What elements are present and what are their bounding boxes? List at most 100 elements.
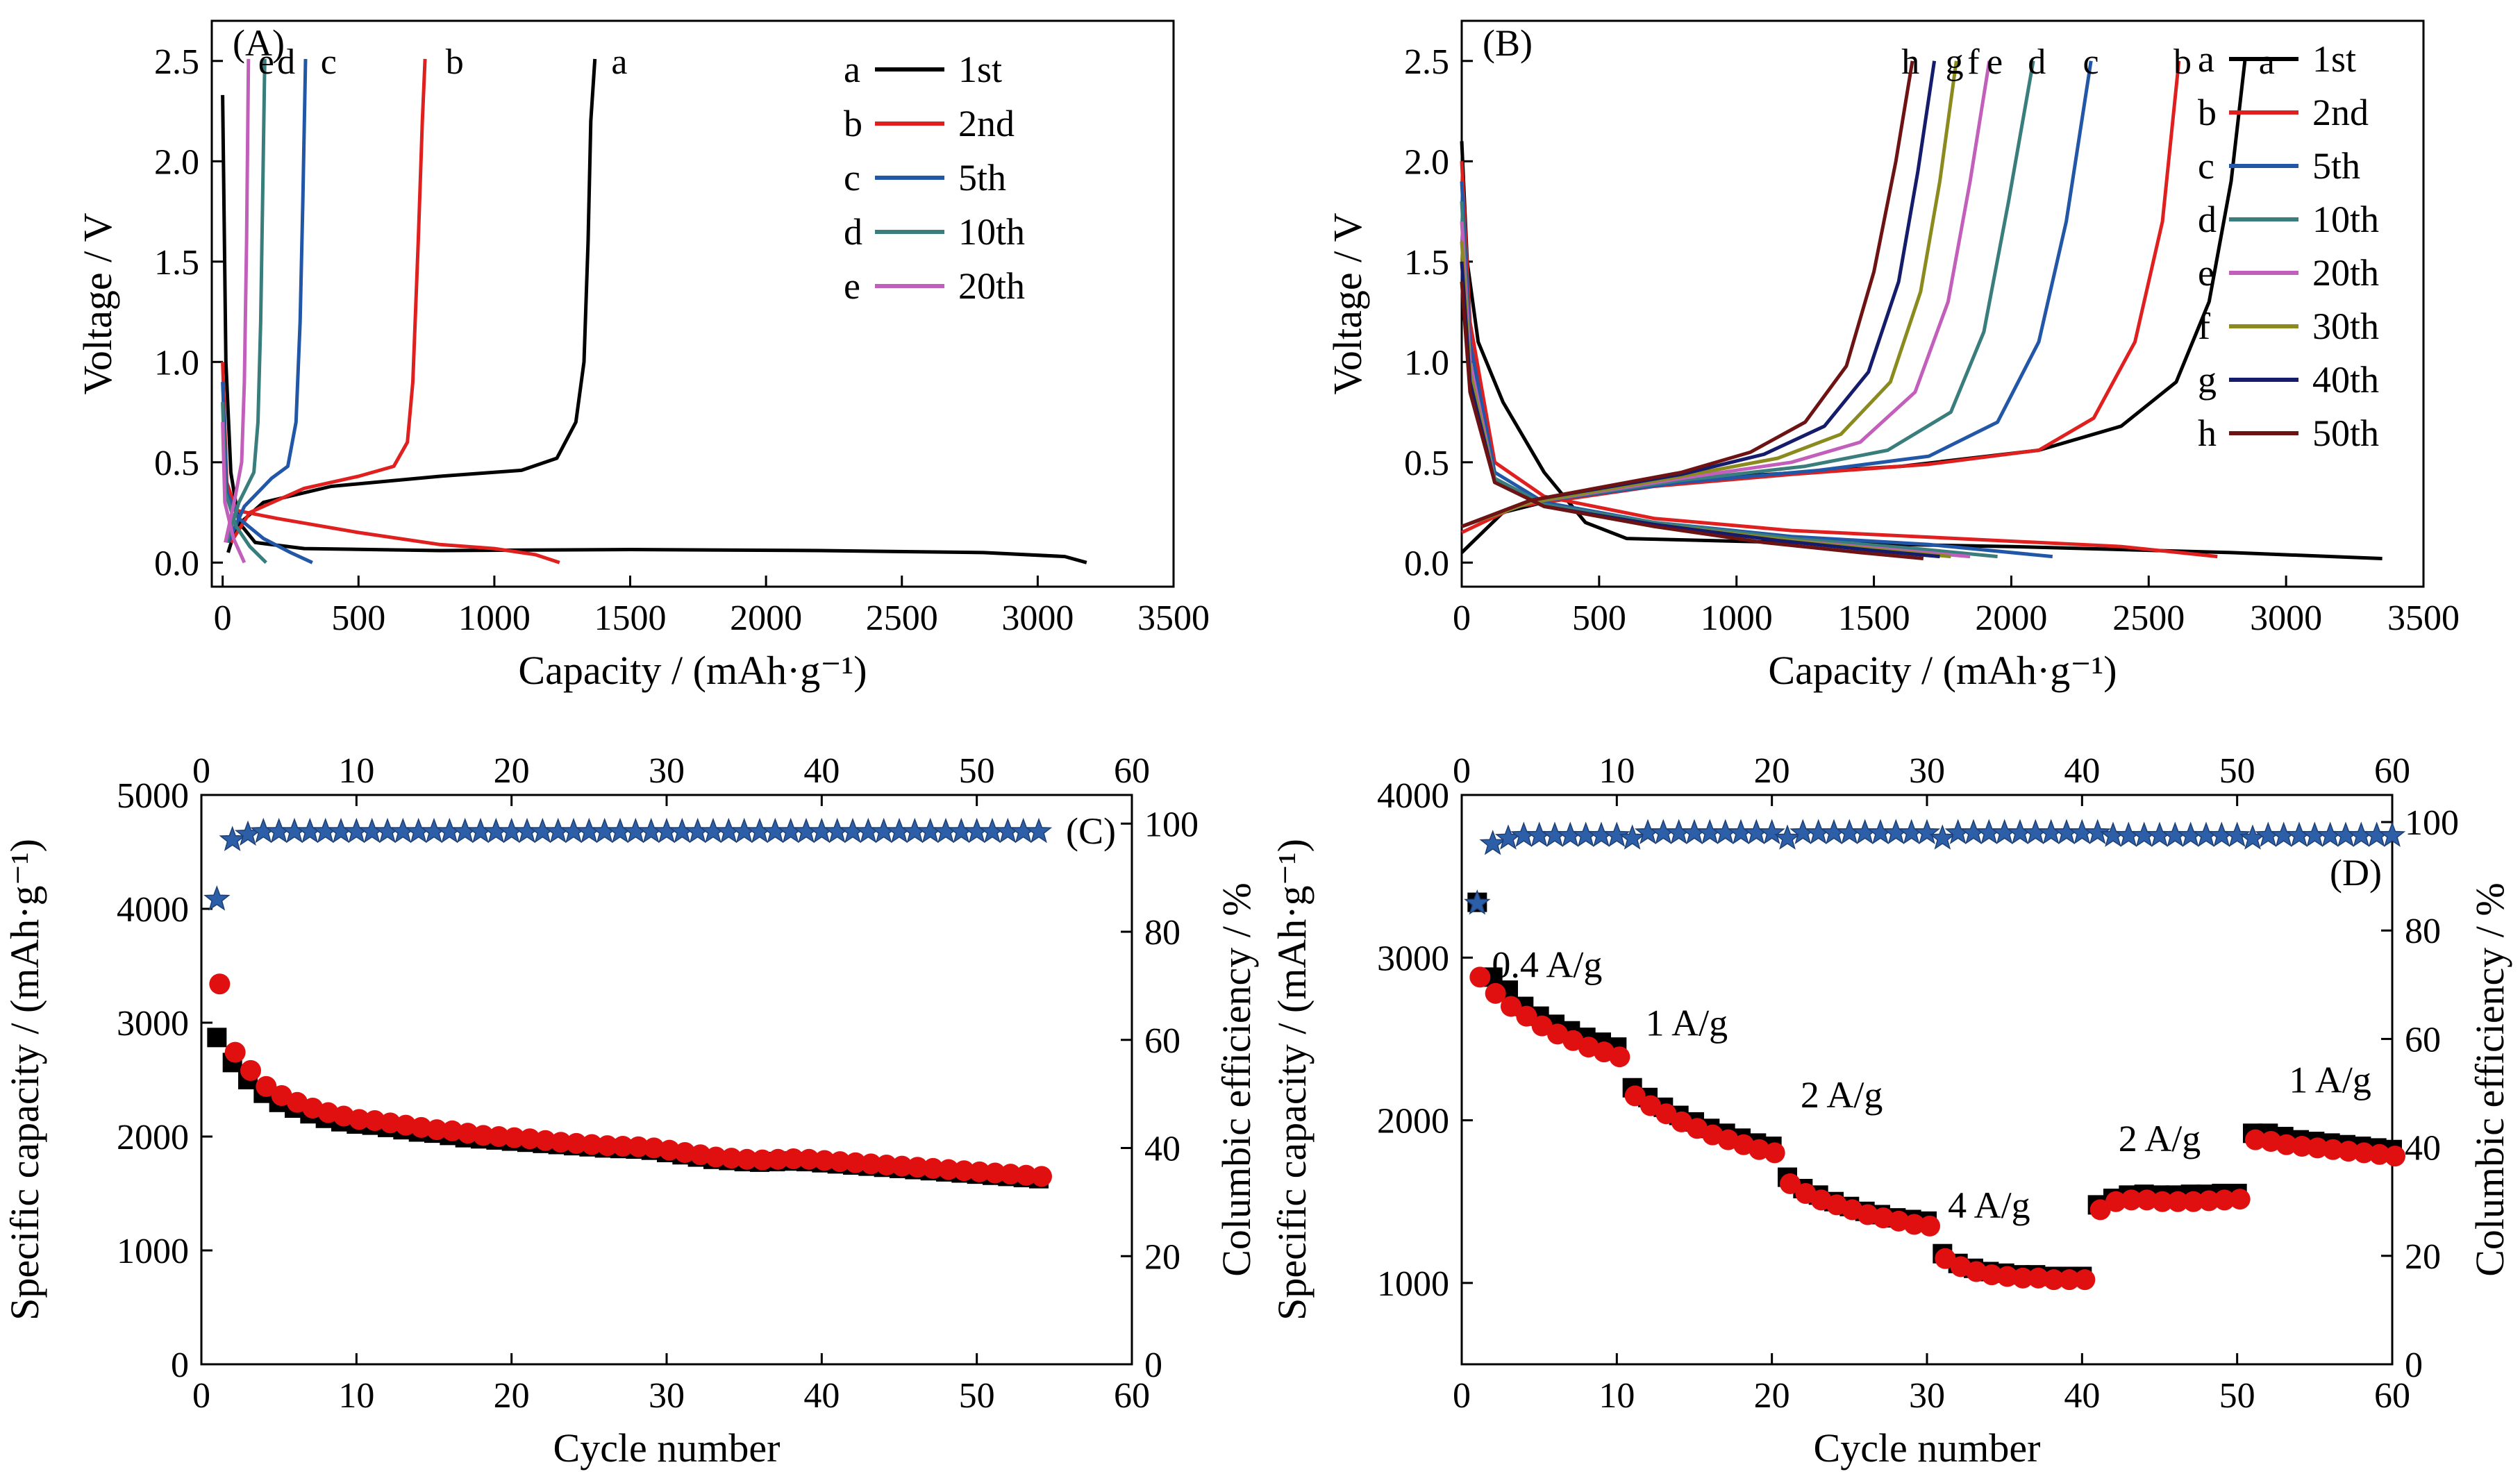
coulombic-efficiency-star <box>1603 821 1630 847</box>
x-top-tick-label: 10 <box>1599 751 1635 791</box>
discharge-capacity-marker <box>581 1134 603 1155</box>
discharge-capacity-marker <box>457 1123 478 1144</box>
legend-name: 50th <box>2312 412 2379 454</box>
y-tick-label: 0.5 <box>1404 444 1449 483</box>
discharge-capacity-marker <box>395 1114 417 1136</box>
x-top-tick-label: 0 <box>1453 751 1471 791</box>
rate-annotation: 2 A/g <box>1801 1074 1883 1116</box>
panel-label: (A) <box>233 22 285 64</box>
x-tick-label: 40 <box>803 1376 840 1416</box>
coulombic-efficiency-star <box>2084 819 2111 844</box>
y-tick-label: 5000 <box>117 776 189 816</box>
y-axis-label: Specific capacity / (mAh·g⁻¹) <box>1269 839 1315 1321</box>
discharge-capacity-marker <box>1873 1207 1894 1229</box>
panel-label: (D) <box>2330 852 2382 894</box>
series-f-charge-curve <box>1461 60 1958 528</box>
discharge-capacity-marker <box>612 1135 633 1157</box>
discharge-capacity-marker <box>1609 1046 1630 1068</box>
discharge-capacity-marker <box>2059 1269 2080 1291</box>
discharge-capacity-marker <box>317 1102 339 1123</box>
discharge-capacity-marker <box>1000 1164 1021 1185</box>
x-tick-label: 10 <box>338 1376 374 1416</box>
legend-name: 40th <box>2312 359 2379 401</box>
x-tick-label: 2500 <box>2112 598 2185 638</box>
coulombic-efficiency-star <box>2378 821 2406 847</box>
y-tick-label: 3000 <box>1377 939 1449 978</box>
discharge-capacity-marker <box>2012 1267 2033 1289</box>
x-tick-label: 2500 <box>866 598 938 638</box>
discharge-capacity-marker <box>1981 1264 2003 1286</box>
x-tick-label: 1000 <box>1701 598 1773 638</box>
panel-c: 0010102020303040405050606001000200030004… <box>2 751 1259 1471</box>
y2-tick-label: 60 <box>2405 1020 2441 1059</box>
coulombic-efficiency-star <box>1913 819 1941 844</box>
x-tick-label: 50 <box>2219 1376 2255 1416</box>
coulombic-efficiency-star <box>219 826 246 851</box>
discharge-capacity-marker <box>2214 1189 2235 1211</box>
x-tick-label: 10 <box>1599 1376 1635 1416</box>
discharge-capacity-marker <box>550 1132 571 1153</box>
series-b-charge-curve <box>229 58 427 544</box>
x-tick-label: 40 <box>2064 1376 2100 1416</box>
legend-letter: e <box>2198 252 2214 294</box>
series-a-charge-curve <box>226 58 597 553</box>
discharge-capacity-marker <box>1501 996 1521 1017</box>
discharge-capacity-marker <box>2276 1134 2297 1155</box>
legend-letter: e <box>844 265 860 307</box>
coulombic-efficiency-star <box>203 885 231 911</box>
curve-letter-label: b <box>2173 42 2192 82</box>
series-b-discharge-curve <box>1460 161 2218 559</box>
charge-capacity-marker <box>207 1028 227 1048</box>
curve-letter-label: d <box>2028 42 2046 82</box>
coulombic-efficiency-star <box>1479 830 1506 855</box>
legend-name: 5th <box>958 157 1006 199</box>
discharge-capacity-marker <box>721 1148 742 1169</box>
curve-letter-label: c <box>2083 42 2098 82</box>
legend-letter: a <box>844 49 860 90</box>
discharge-capacity-marker <box>1749 1139 1770 1160</box>
y-tick-label: 3000 <box>117 1004 189 1044</box>
coulombic-efficiency-star <box>1758 819 1785 844</box>
discharge-capacity-marker <box>1780 1173 1801 1194</box>
discharge-capacity-marker <box>922 1157 944 1179</box>
discharge-capacity-marker <box>907 1157 928 1178</box>
discharge-capacity-marker <box>426 1119 447 1141</box>
panel-label: (B) <box>1483 22 1533 64</box>
y-axis-label: Voltage / V <box>1325 212 1370 394</box>
legend-letter: b <box>844 103 862 144</box>
x-tick-label: 0 <box>1453 1376 1471 1416</box>
y-tick-label: 1.5 <box>154 243 199 283</box>
series-d-charge-curve <box>225 58 267 544</box>
y2-tick-label: 80 <box>2405 912 2441 951</box>
legend-letter: c <box>2198 145 2214 187</box>
legend-name: 2nd <box>2312 92 2369 133</box>
y-tick-label: 1.0 <box>154 343 199 383</box>
series-h-discharge-curve <box>1460 281 1924 560</box>
legend-name: 1st <box>958 49 1002 90</box>
discharge-capacity-marker <box>2043 1269 2064 1291</box>
x-tick-label: 3500 <box>2387 598 2460 638</box>
discharge-capacity-marker <box>2105 1191 2126 1212</box>
y-tick-label: 2.5 <box>154 42 199 82</box>
discharge-capacity-marker <box>1919 1215 1940 1237</box>
curve-letter-label: e <box>1987 42 2003 82</box>
x-tick-label: 30 <box>1909 1376 1945 1416</box>
discharge-capacity-marker <box>1031 1166 1052 1187</box>
discharge-capacity-marker <box>783 1148 804 1169</box>
discharge-capacity-marker <box>2183 1191 2204 1212</box>
discharge-capacity-marker <box>643 1137 665 1159</box>
y2-tick-label: 40 <box>1144 1130 1180 1169</box>
discharge-capacity-marker <box>519 1128 540 1150</box>
discharge-capacity-marker <box>2369 1143 2390 1165</box>
discharge-capacity-marker <box>969 1161 990 1182</box>
discharge-capacity-marker <box>1015 1164 1037 1186</box>
y2-tick-label: 20 <box>2405 1237 2441 1277</box>
discharge-capacity-marker <box>380 1112 401 1134</box>
y2-tick-label: 80 <box>1144 913 1180 953</box>
discharge-capacity-marker <box>224 1041 246 1063</box>
discharge-capacity-marker <box>1966 1261 1987 1282</box>
series-a-discharge-curve <box>1460 141 2383 560</box>
y-tick-label: 1000 <box>1377 1264 1449 1304</box>
discharge-capacity-marker <box>767 1148 789 1170</box>
discharge-capacity-marker <box>333 1105 354 1127</box>
